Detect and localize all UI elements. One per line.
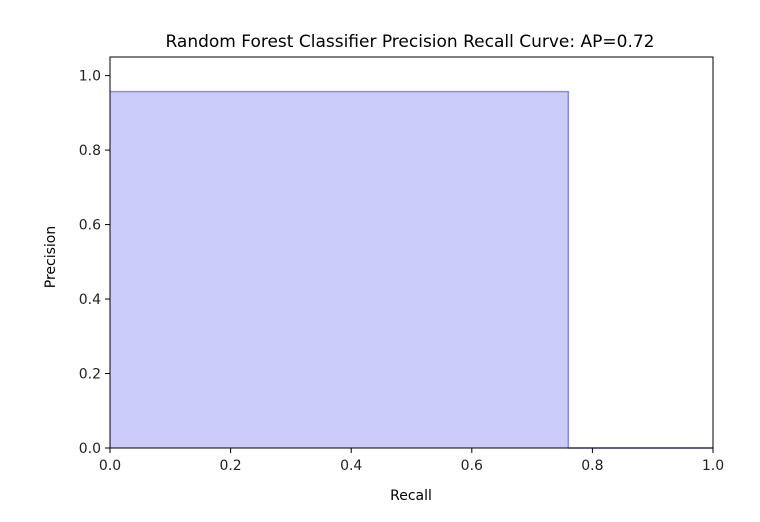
x-tick-label: 1.0: [702, 458, 724, 474]
y-axis-ticks: 0.0 0.2 0.4 0.6 0.8 1.0: [79, 69, 110, 457]
pr-area-fill: [110, 91, 713, 448]
y-tick-label: 0.8: [79, 143, 101, 159]
x-axis-ticks: 0.0 0.2 0.4 0.6 0.8 1.0: [99, 448, 724, 474]
chart-title: Random Forest Classifier Precision Recal…: [165, 32, 654, 52]
x-tick-label: 0.6: [461, 458, 483, 474]
axes-frame: [109, 56, 714, 449]
y-tick-label: 0.2: [79, 367, 101, 383]
y-tick-label: 0.0: [79, 441, 101, 457]
x-tick-label: 0.0: [99, 458, 121, 474]
x-tick-label: 0.4: [340, 458, 362, 474]
plot-area: [110, 90, 713, 449]
x-axis-label: Recall: [390, 488, 432, 504]
x-tick-label: 0.8: [581, 458, 603, 474]
y-axis-label: Precision: [43, 226, 59, 288]
y-tick-label: 1.0: [79, 69, 101, 85]
y-tick-label: 0.6: [79, 218, 101, 234]
x-tick-label: 0.2: [219, 458, 241, 474]
y-tick-label: 0.4: [79, 292, 101, 308]
